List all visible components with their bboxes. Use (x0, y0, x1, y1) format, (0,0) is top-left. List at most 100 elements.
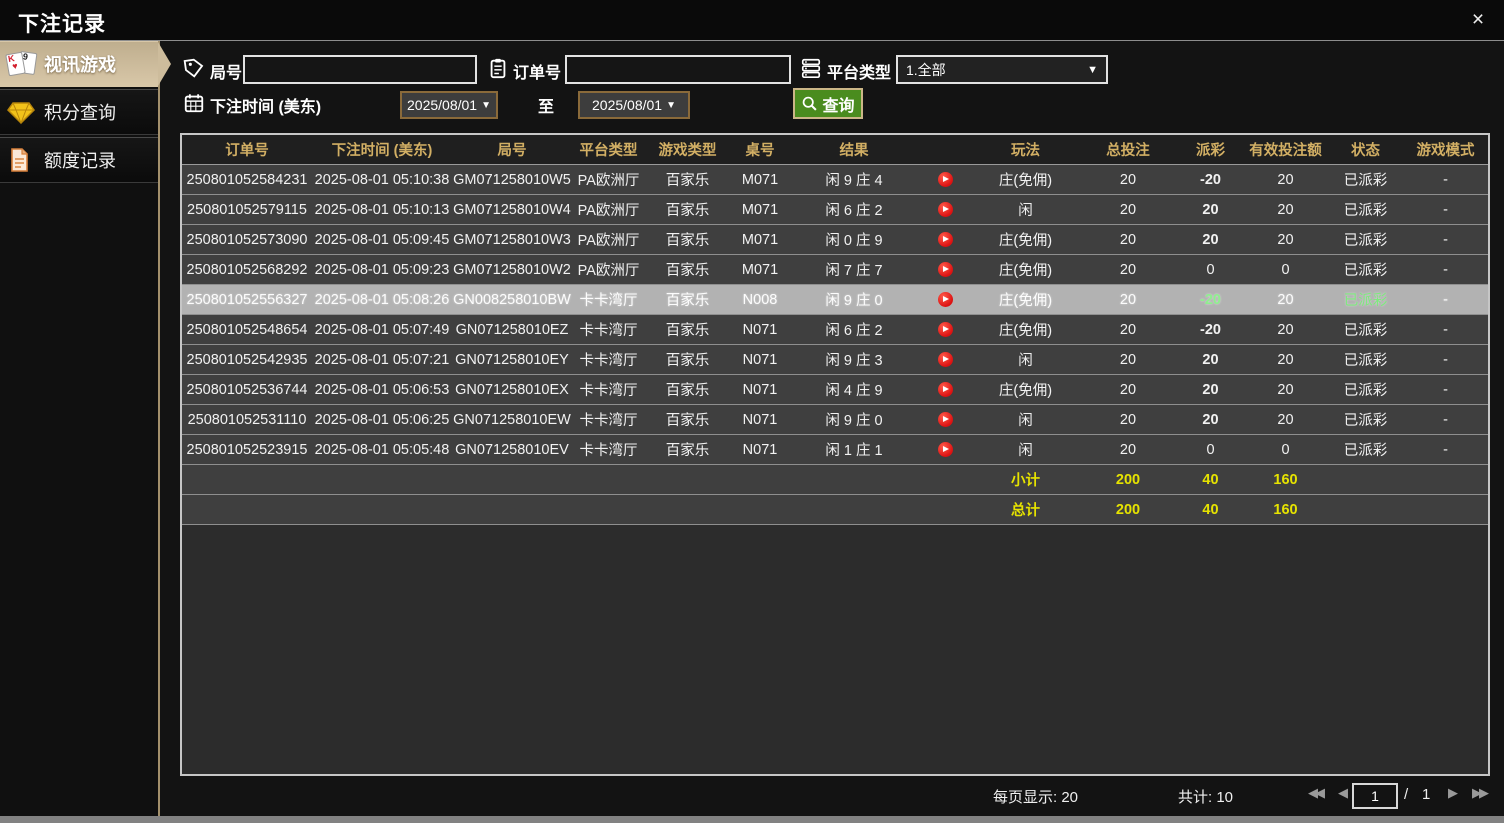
date-from-value: 2025/08/01 (407, 97, 478, 113)
table-row[interactable]: 250801052556327 2025-08-01 05:08:26 GN0082… (182, 284, 1488, 315)
cell-table-no: N008 (730, 284, 790, 315)
next-page-icon[interactable]: ▶ (1448, 785, 1458, 800)
sidebar-item-quota-records[interactable]: 额度记录 (0, 137, 158, 183)
cell-order: 250801052584231 (182, 164, 312, 195)
date-from-picker[interactable]: 2025/08/01 ▼ (400, 91, 498, 119)
order-input[interactable] (565, 55, 791, 84)
cell-order: 250801052573090 (182, 224, 312, 255)
play-cell (918, 344, 973, 375)
prev-page-icon[interactable]: ◀ (1338, 785, 1348, 800)
date-to-picker[interactable]: 2025/08/01 ▼ (578, 91, 690, 119)
sidebar-item-label: 视讯游戏 (44, 55, 116, 75)
sum-valid-bet: 160 (1243, 464, 1328, 495)
cell-payout: 0 (1178, 434, 1243, 465)
cell-total-bet: 20 (1078, 434, 1178, 465)
cell-game: 百家乐 (645, 404, 730, 435)
cell-status: 已派彩 (1328, 224, 1403, 255)
last-page-icon[interactable]: ▶▶ (1472, 785, 1489, 800)
sum-label: 小计 (973, 464, 1078, 495)
cell-table-no: N071 (730, 374, 790, 405)
page-separator: / (1404, 786, 1409, 803)
sidebar-item-points-query[interactable]: 积分查询 (0, 89, 158, 135)
play-icon[interactable] (938, 202, 953, 218)
bet-time-filter-label: 下注时间 (美东) (210, 99, 322, 116)
cell-time: 2025-08-01 05:10:38 (312, 164, 452, 195)
cell-total-bet: 20 (1078, 374, 1178, 405)
cell-platform: PA欧洲厅 (572, 254, 645, 285)
cell-table-no: N071 (730, 404, 790, 435)
cell-time: 2025-08-01 05:06:53 (312, 374, 452, 405)
grand-total-row: 总计 200 40 160 (182, 494, 1488, 525)
column-header: 游戏类型 (645, 135, 730, 165)
cell-mode: - (1403, 164, 1488, 195)
round-input[interactable] (243, 55, 477, 84)
column-header: 游戏模式 (1403, 135, 1488, 165)
document-icon (6, 147, 40, 173)
chevron-down-icon: ▼ (481, 99, 491, 111)
play-icon[interactable] (938, 262, 953, 278)
cell-table-no: N071 (730, 434, 790, 465)
cell-game: 百家乐 (645, 254, 730, 285)
table-row[interactable]: 250801052531110 2025-08-01 05:06:25 GN0712… (182, 404, 1488, 435)
column-header: 结果 (790, 135, 918, 165)
cell-time: 2025-08-01 05:06:25 (312, 404, 452, 435)
cell-table-no: M071 (730, 194, 790, 225)
table-row[interactable]: 250801052584231 2025-08-01 05:10:38 GM0712… (182, 164, 1488, 195)
table-row[interactable]: 250801052536744 2025-08-01 05:06:53 GN0712… (182, 374, 1488, 405)
column-header: 订单号 (182, 135, 312, 165)
sidebar: 9 K ♥ 视讯游戏 积分查询 额度记录 (0, 41, 171, 816)
cell-payout: 0 (1178, 254, 1243, 285)
cell-mode: - (1403, 194, 1488, 225)
sum-payout: 40 (1178, 464, 1243, 495)
play-icon[interactable] (938, 412, 953, 428)
cell-valid-bet: 20 (1243, 284, 1328, 315)
cell-result: 闲 0 庄 9 (790, 224, 918, 255)
play-icon[interactable] (938, 292, 953, 308)
cell-time: 2025-08-01 05:09:45 (312, 224, 452, 255)
cell-round: GN071258010EZ (452, 314, 572, 345)
table-row[interactable]: 250801052573090 2025-08-01 05:09:45 GM0712… (182, 224, 1488, 255)
play-icon[interactable] (938, 352, 953, 368)
sidebar-item-video-games[interactable]: 9 K ♥ 视讯游戏 (0, 41, 171, 87)
play-icon[interactable] (938, 232, 953, 248)
table-row[interactable]: 250801052542935 2025-08-01 05:07:21 GN0712… (182, 344, 1488, 375)
cell-order: 250801052568292 (182, 254, 312, 285)
cell-round: GN071258010EW (452, 404, 572, 435)
cell-total-bet: 20 (1078, 284, 1178, 315)
first-page-icon[interactable]: ◀◀ (1308, 785, 1325, 800)
cell-result: 闲 9 庄 0 (790, 284, 918, 315)
titlebar: 下注记录 × (0, 0, 1504, 41)
clipboard-icon (487, 57, 509, 79)
cell-valid-bet: 20 (1243, 164, 1328, 195)
sum-label: 总计 (973, 494, 1078, 525)
cell-mode: - (1403, 224, 1488, 255)
cell-status: 已派彩 (1328, 344, 1403, 375)
cell-game: 百家乐 (645, 194, 730, 225)
play-icon[interactable] (938, 442, 953, 458)
cell-round: GM071258010W4 (452, 194, 572, 225)
play-icon[interactable] (938, 382, 953, 398)
search-button[interactable]: 查询 (793, 88, 863, 119)
page-number-input[interactable] (1352, 783, 1398, 809)
cell-valid-bet: 0 (1243, 254, 1328, 285)
window-title: 下注记录 (18, 13, 106, 36)
cell-platform: PA欧洲厅 (572, 224, 645, 255)
empty-cell (1328, 464, 1488, 495)
cell-platform: 卡卡湾厅 (572, 404, 645, 435)
cell-round: GN071258010EV (452, 434, 572, 465)
play-icon[interactable] (938, 172, 953, 188)
table-row[interactable]: 250801052568292 2025-08-01 05:09:23 GM0712… (182, 254, 1488, 285)
cell-game: 百家乐 (645, 434, 730, 465)
play-icon[interactable] (938, 322, 953, 338)
table-row[interactable]: 250801052548654 2025-08-01 05:07:49 GN0712… (182, 314, 1488, 345)
cell-play-type: 庄(免佣) (973, 284, 1078, 315)
table-row[interactable]: 250801052523915 2025-08-01 05:05:48 GN0712… (182, 434, 1488, 465)
play-cell (918, 194, 973, 225)
cell-payout: -20 (1178, 284, 1243, 315)
table-row[interactable]: 250801052579115 2025-08-01 05:10:13 GM0712… (182, 194, 1488, 225)
platform-select[interactable]: 1.全部 ▼ (896, 55, 1108, 84)
close-icon[interactable]: × (1471, 8, 1485, 31)
cell-time: 2025-08-01 05:08:26 (312, 284, 452, 315)
empty-cell (182, 494, 973, 525)
